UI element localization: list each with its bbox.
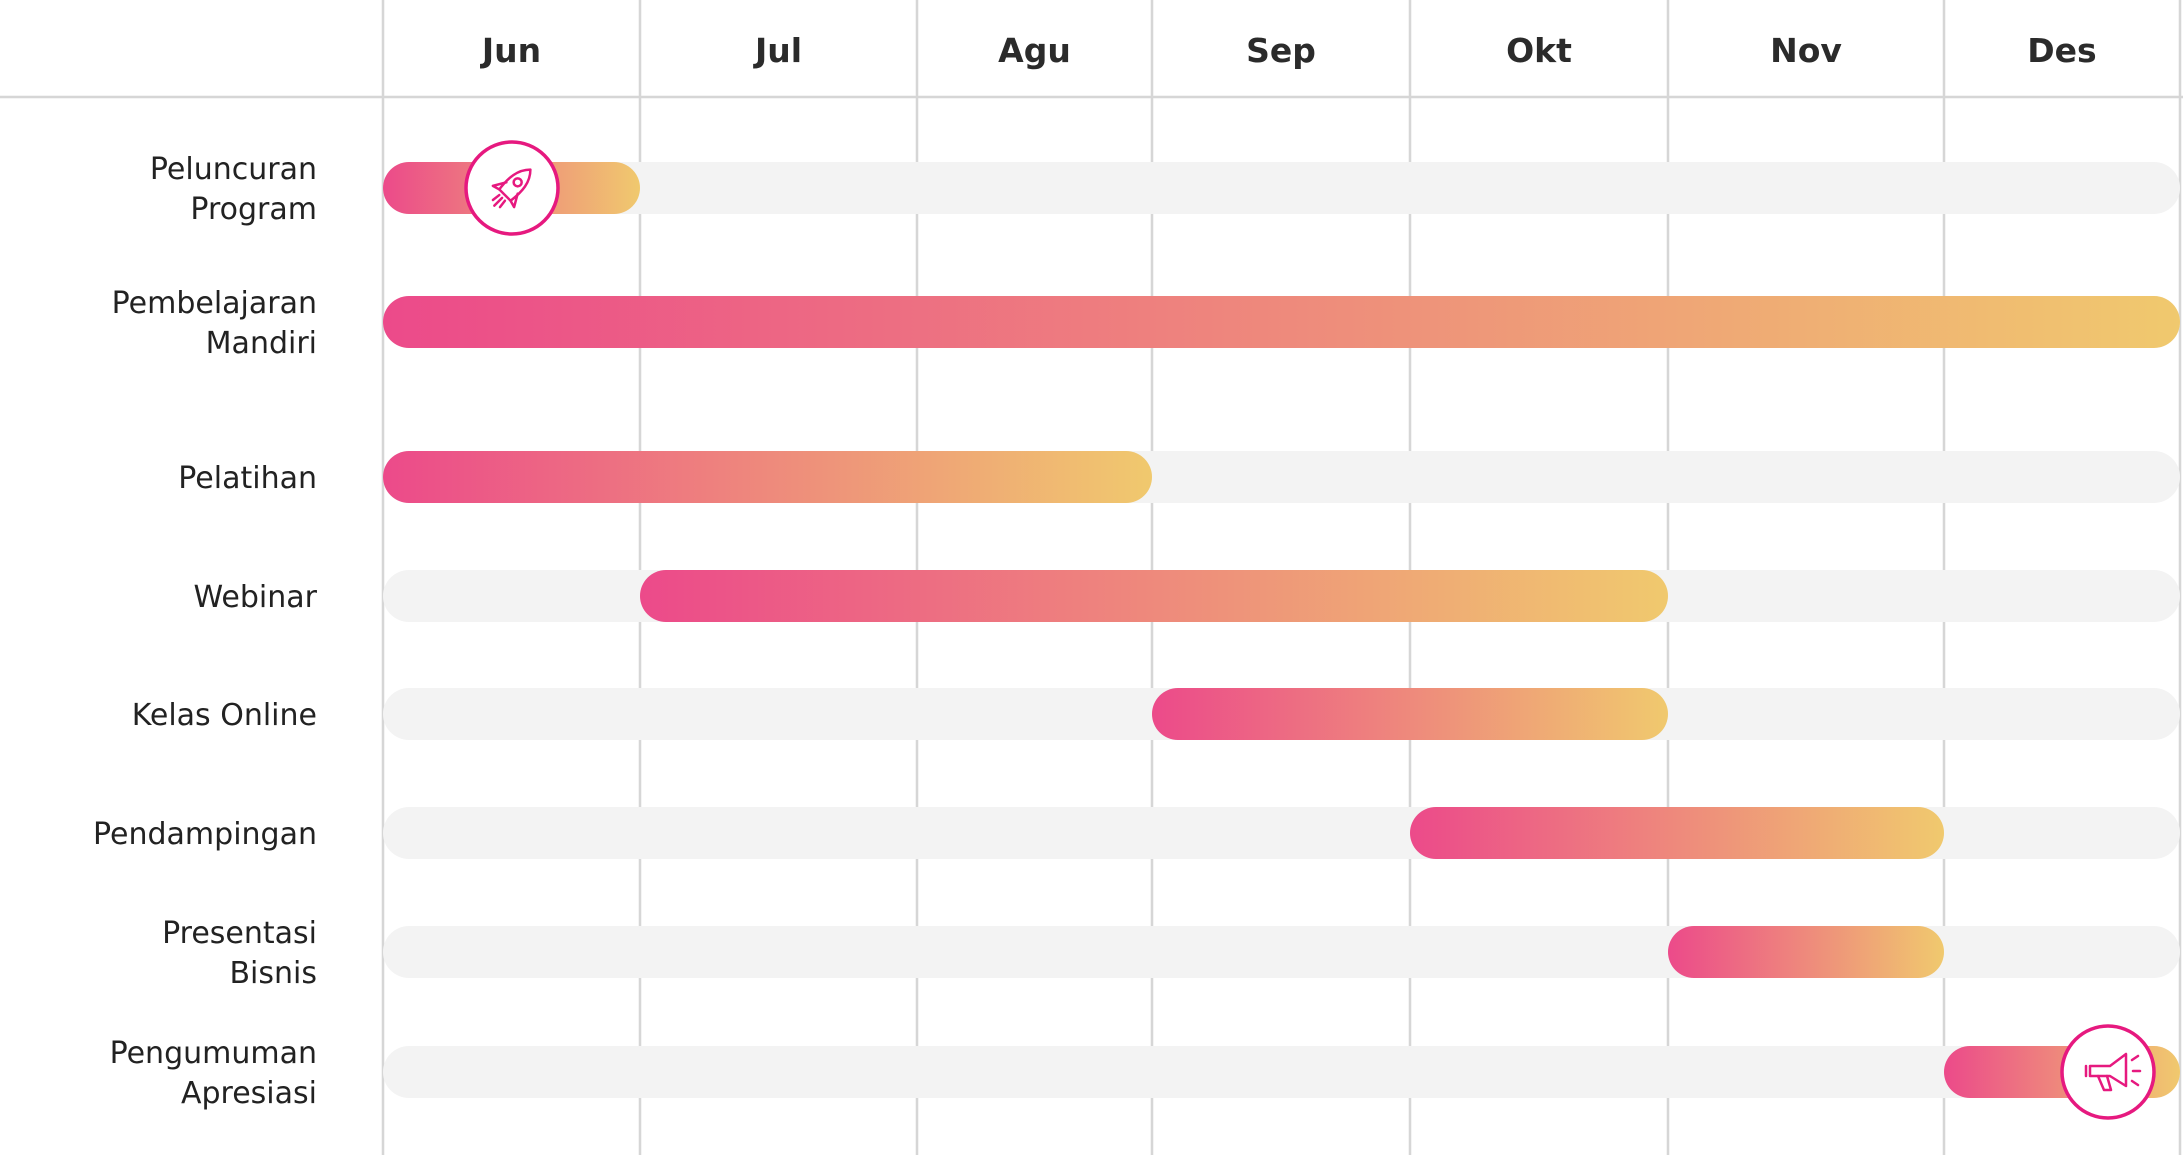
task-label: Pelatihan [178, 461, 317, 496]
task-bar [640, 570, 1668, 622]
month-label: Okt [1506, 31, 1572, 70]
task-label: Webinar [194, 580, 318, 615]
task-label-line: Mandiri [206, 326, 317, 361]
month-label: Sep [1246, 31, 1316, 70]
task-label-line: Presentasi [162, 916, 317, 951]
row-labels: Peluncuran Program Pembelajaran Mandiri Pela… [93, 152, 318, 1111]
task-label-line: Webinar [194, 580, 318, 615]
month-label: Jun [480, 31, 541, 70]
task-label-line: Kelas Online [132, 698, 317, 733]
task-bar [1152, 688, 1668, 740]
task-label: Kelas Online [132, 698, 317, 733]
task-label-line: Bisnis [229, 956, 317, 991]
task-label-line: Pengumuman [110, 1036, 317, 1071]
task-bar [1410, 807, 1944, 859]
task-label: Presentasi Bisnis [162, 916, 317, 991]
month-label: Nov [1770, 31, 1842, 70]
task-label-line: Program [190, 192, 317, 227]
bar-track [383, 162, 2180, 214]
task-label: Pembelajaran Mandiri [112, 286, 317, 361]
task-bar [1668, 926, 1944, 978]
month-header: Jun Jul Agu Sep Okt Nov Des [480, 31, 2097, 70]
icon-layer [464, 140, 2156, 1120]
task-label-line: Peluncuran [150, 152, 317, 187]
task-bar [383, 296, 2180, 348]
bar-layer [383, 162, 2180, 1098]
task-label-line: Pelatihan [178, 461, 317, 496]
task-label: Peluncuran Program [150, 152, 317, 227]
task-bar [383, 451, 1152, 503]
task-label: Pendampingan [93, 817, 317, 852]
month-label: Des [2027, 31, 2096, 70]
megaphone-icon [2060, 1024, 2156, 1120]
month-label: Jul [753, 31, 802, 70]
task-label-line: Pembelajaran [112, 286, 317, 321]
rocket-icon [464, 140, 560, 236]
month-label: Agu [998, 31, 1071, 70]
task-label-line: Apresiasi [181, 1076, 317, 1111]
task-label: Pengumuman Apresiasi [110, 1036, 317, 1111]
bar-track [383, 1046, 2180, 1098]
task-label-line: Pendampingan [93, 817, 317, 852]
